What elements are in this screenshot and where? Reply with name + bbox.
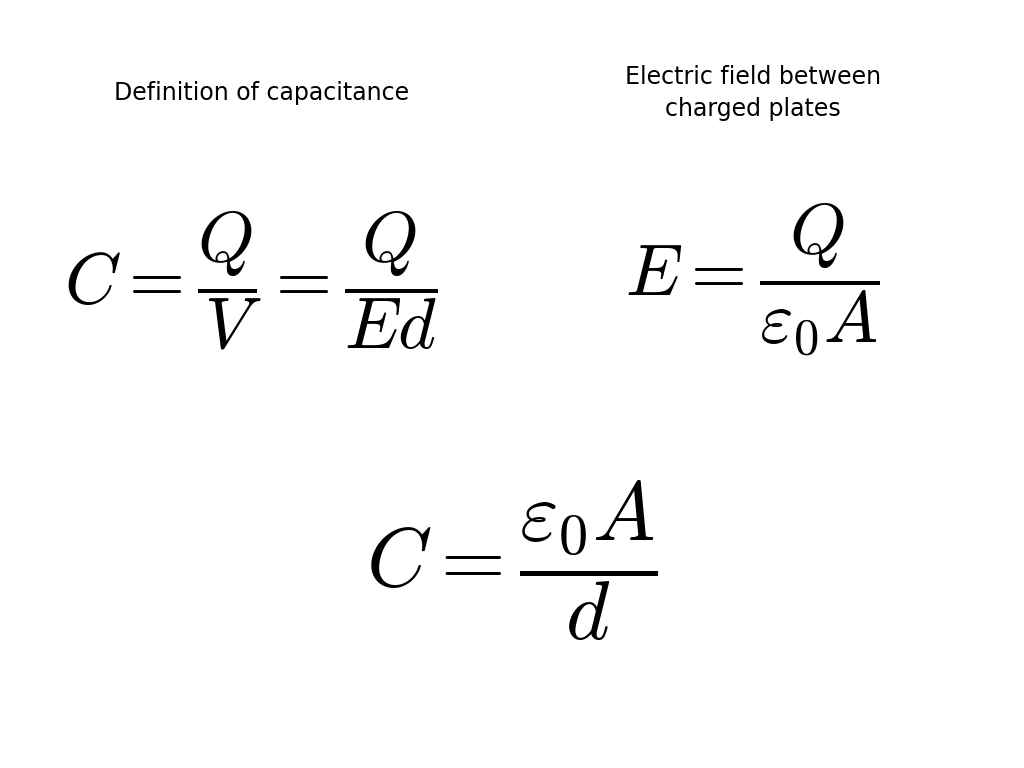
Text: Electric field between
charged plates: Electric field between charged plates [625,65,881,121]
Text: $E = \dfrac{Q}{\varepsilon_0 A}$: $E = \dfrac{Q}{\varepsilon_0 A}$ [626,202,880,359]
Text: $C = \dfrac{\varepsilon_0 A}{d}$: $C = \dfrac{\varepsilon_0 A}{d}$ [367,478,657,643]
Text: $C = \dfrac{Q}{V} = \dfrac{Q}{Ed}$: $C = \dfrac{Q}{V} = \dfrac{Q}{Ed}$ [65,209,437,352]
Text: Definition of capacitance: Definition of capacitance [114,81,409,104]
